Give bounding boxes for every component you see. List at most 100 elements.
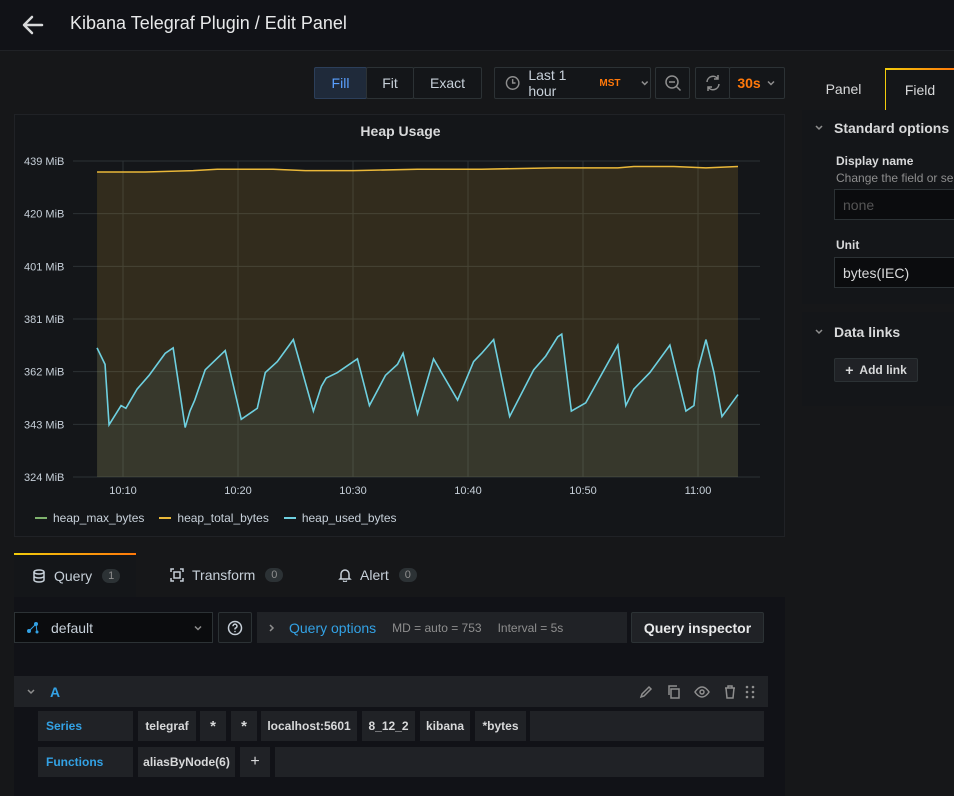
heap-used-area <box>97 334 739 477</box>
chevron-down-icon <box>27 688 35 694</box>
tab-query[interactable]: Query 1 <box>14 553 136 597</box>
legend-swatch <box>35 517 47 519</box>
tab-label: Alert <box>360 567 389 583</box>
clock-icon <box>505 76 520 90</box>
question-circle-icon <box>227 620 243 635</box>
add-function-button[interactable]: + <box>240 747 270 777</box>
add-link-label: Add link <box>859 363 907 377</box>
legend-label: heap_total_bytes <box>177 511 269 525</box>
time-range-label: Last 1 hour <box>528 67 567 99</box>
legend-swatch <box>283 517 296 519</box>
chevron-down-icon <box>640 81 648 86</box>
y-tick-label: 381 MiB <box>24 314 64 326</box>
eye-icon[interactable] <box>694 684 710 700</box>
arrow-left-icon[interactable] <box>18 10 48 40</box>
tab-alert[interactable]: Alert 0 <box>338 553 448 597</box>
y-tick-label: 343 MiB <box>24 419 64 431</box>
functions-filler <box>275 747 764 777</box>
database-icon <box>33 569 45 583</box>
series-segment[interactable]: *bytes <box>475 711 526 741</box>
trash-icon[interactable] <box>722 684 738 700</box>
unit-picker[interactable]: bytes(IEC) <box>834 257 954 288</box>
plus-icon: + <box>845 362 854 378</box>
display-name-label: Display name <box>836 154 914 168</box>
time-range-picker[interactable]: Last 1 hour MST <box>494 67 651 99</box>
series-segment[interactable]: * <box>231 711 257 741</box>
query-inspector-button[interactable]: Query inspector <box>631 612 764 643</box>
tab-field[interactable]: Field <box>885 68 954 110</box>
y-tick-label: 324 MiB <box>24 472 64 484</box>
functions-label: Functions <box>38 747 133 777</box>
series-segment[interactable]: kibana <box>420 711 470 741</box>
drag-handle-icon[interactable] <box>744 684 756 700</box>
fit-mode-button[interactable]: Fit <box>366 67 414 99</box>
display-name-placeholder: none <box>843 196 875 213</box>
function-chip[interactable]: aliasByNode(6) <box>138 747 235 777</box>
chevron-down-icon <box>815 329 823 335</box>
datasource-name: default <box>51 619 94 636</box>
fill-mode-button[interactable]: Fill <box>314 67 367 99</box>
section-title: Data links <box>834 324 901 340</box>
page-title: Kibana Telegraf Plugin / Edit Panel <box>70 13 347 33</box>
zoom-out-icon <box>664 75 681 92</box>
series-segment[interactable]: * <box>200 711 226 741</box>
display-name-input[interactable]: none <box>834 189 954 220</box>
x-tick-label: 11:00 <box>685 485 712 497</box>
datasource-picker[interactable]: default <box>14 612 213 643</box>
chevron-down-icon <box>815 125 823 131</box>
series-label: Series <box>38 711 133 741</box>
tab-count-badge: 1 <box>102 569 121 583</box>
bell-icon <box>338 569 352 582</box>
legend-swatch <box>159 517 172 519</box>
legend-label: heap_used_bytes <box>301 511 397 525</box>
x-tick-label: 10:40 <box>454 485 482 497</box>
tab-transform[interactable]: Transform 0 <box>170 553 310 597</box>
pencil-icon[interactable] <box>638 684 654 700</box>
tab-count-badge: 0 <box>398 568 417 582</box>
panel-title: Heap Usage <box>360 123 441 139</box>
refresh-interval-label: 30s <box>737 75 761 91</box>
legend-item-heap-max[interactable]: heap_max_bytes <box>35 511 144 525</box>
help-button[interactable] <box>218 612 252 643</box>
series-segment[interactable]: localhost:5601 <box>261 711 357 741</box>
tab-label: Transform <box>192 567 256 583</box>
copy-icon[interactable] <box>666 684 682 700</box>
query-ref-id: A <box>50 683 61 700</box>
series-segment[interactable]: 8_12_2 <box>362 711 415 741</box>
data-links-header[interactable]: Data links <box>814 324 900 340</box>
tab-label: Query <box>54 568 93 584</box>
standard-options-section: Standard options Display name Change the… <box>802 110 954 304</box>
heap-total-area <box>97 166 739 477</box>
legend-item-heap-total[interactable]: heap_total_bytes <box>159 511 269 525</box>
x-tick-label: 10:30 <box>339 485 367 497</box>
chevron-right-icon <box>269 623 275 632</box>
transform-icon <box>170 568 184 582</box>
tab-count-badge: 0 <box>265 568 284 582</box>
standard-options-header[interactable]: Standard options <box>814 120 949 136</box>
x-tick-label: 10:50 <box>569 485 597 497</box>
refresh-interval-picker[interactable]: 30s <box>729 67 785 99</box>
heap-total-line <box>97 165 739 173</box>
exact-mode-button[interactable]: Exact <box>413 67 482 99</box>
series-segment[interactable]: telegraf <box>138 711 196 741</box>
data-links-section: Data links + Add link <box>802 312 954 406</box>
display-name-description: Change the field or ser <box>836 171 954 185</box>
graphite-icon <box>27 621 39 633</box>
timezone-label: MST <box>599 77 621 89</box>
legend-item-heap-used[interactable]: heap_used_bytes <box>283 511 397 525</box>
legend-label: heap_max_bytes <box>53 511 145 525</box>
refresh-button[interactable] <box>695 67 730 99</box>
query-options-label: Query options <box>289 619 377 636</box>
x-tick-label: 10:20 <box>224 485 252 497</box>
chart-legend: heap_max_bytes heap_total_bytes heap_use… <box>35 511 397 525</box>
x-tick-label: 10:10 <box>109 485 137 497</box>
max-data-points: MD = auto = 753 <box>392 620 482 635</box>
zoom-out-button[interactable] <box>655 67 690 99</box>
series-filler <box>530 711 764 741</box>
query-row-header[interactable]: A <box>14 676 768 707</box>
panel-preview: Heap Usage 439 MiB 420 MiB 401 MiB 381 MiB 3… <box>14 114 785 537</box>
query-options-bar[interactable]: Query options MD = auto = 753 Interval =… <box>257 612 627 643</box>
tab-panel[interactable]: Panel <box>825 81 862 97</box>
add-link-button[interactable]: + Add link <box>834 358 918 382</box>
chevron-down-icon <box>194 625 202 631</box>
